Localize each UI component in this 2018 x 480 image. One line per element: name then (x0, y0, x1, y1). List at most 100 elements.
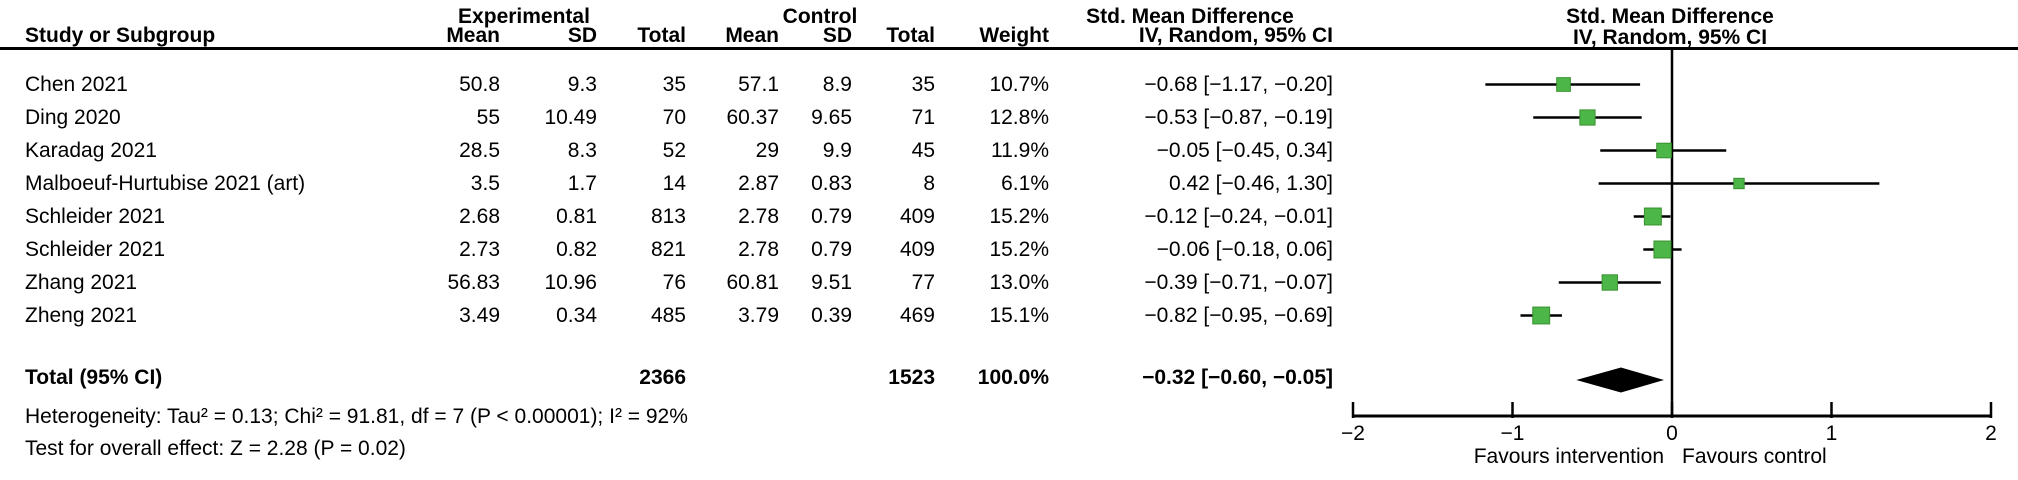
cell-c_sd: 0.83 (811, 172, 852, 195)
effect-square (1656, 142, 1672, 159)
total-diamond (1576, 367, 1665, 393)
cell-ci: −0.53 [−0.87, −0.19] (1144, 106, 1333, 129)
total-ci: −0.32 [−0.60, −0.05] (1142, 366, 1333, 389)
cell-e_sd: 0.82 (556, 238, 597, 261)
cell-weight: 15.2% (989, 205, 1049, 228)
col-group-smd-text: Std. Mean Difference (1086, 5, 1294, 28)
cell-e_mean: 2.68 (459, 205, 500, 228)
cell-e_total: 76 (662, 271, 686, 294)
total-row: Total (95% CI) 2366 1523 100.0% −0.32 [−… (0, 361, 1333, 394)
cell-weight: 15.2% (989, 238, 1049, 261)
effect-square (1601, 274, 1618, 291)
cell-ci: −0.39 [−0.71, −0.07] (1144, 271, 1333, 294)
cell-e_total: 813 (650, 205, 686, 228)
cell-e_mean: 28.5 (459, 139, 500, 162)
forest-plot: −2 −1 0 1 2 Favours intervention Favours contr… (1341, 50, 1997, 468)
study-row: Malboeuf-Hurtubise 2021 (art) 3.5 1.7 14 2.8… (0, 167, 1333, 200)
effect-square (1653, 240, 1672, 259)
effect-square (1556, 77, 1571, 92)
cell-weight: 11.9% (991, 139, 1049, 162)
col-header-ci: IV, Random, 95% CI (1138, 24, 1333, 47)
cell-e_total: 70 (662, 106, 686, 129)
total-e-sd (500, 361, 597, 394)
cell-weight: 15.1% (989, 304, 1049, 327)
cell-c_sd: 0.79 (811, 238, 852, 261)
cell-c_total: 409 (899, 205, 935, 228)
cell-e_mean: 55 (476, 106, 500, 129)
overall-effect-text: Test for overall effect: Z = 2.28 (P = 0… (25, 437, 406, 460)
cell-c_mean: 60.81 (726, 271, 779, 294)
cell-e_sd: 10.49 (544, 106, 597, 129)
col-header-e-mean: Mean (446, 24, 500, 47)
cell-e_sd: 8.3 (567, 139, 597, 162)
cell-e_mean: 56.83 (447, 271, 500, 294)
cell-e_mean: 3.5 (470, 172, 500, 195)
cell-e_sd: 9.3 (567, 73, 597, 96)
header-divider (0, 47, 2018, 50)
cell-c_total: 71 (911, 106, 935, 129)
total-c-sd (779, 361, 852, 394)
cell-c_mean: 2.87 (738, 172, 779, 195)
heterogeneity-text: Heterogeneity: Tau² = 0.13; Chi² = 91.81… (25, 405, 688, 428)
col-group-smd-plot: Std. Mean Difference (1566, 5, 1774, 28)
total-e-total: 2366 (639, 366, 686, 389)
study-row: Ding 2020 55 10.49 70 60.37 9.65 71 12.8% −0.53 … (0, 101, 1333, 134)
cell-c_sd: 0.39 (811, 304, 852, 327)
table-header-row: Study or Subgroup Mean SD Total Mean SD … (0, 23, 1333, 49)
col-group-experimental: Experimental (458, 5, 590, 28)
tick-label: 2 (1985, 422, 1997, 445)
study-row: Karadag 2021 28.5 8.3 52 29 9.9 45 11.9% −0.05 [… (0, 134, 1333, 167)
total-c-mean (686, 361, 779, 394)
effect-square (1733, 177, 1745, 190)
study-row: Schleider 2021 2.68 0.81 813 2.78 0.79 409 15.2… (0, 200, 1333, 233)
cell-ci: −0.12 [−0.24, −0.01] (1144, 205, 1333, 228)
study-row: Zhang 2021 56.83 10.96 76 60.81 9.51 77 13.0% −0… (0, 266, 1333, 299)
cell-study: Schleider 2021 (25, 205, 166, 228)
total-weight: 100.0% (977, 366, 1049, 389)
cell-weight: 13.0% (989, 271, 1049, 294)
cell-study: Schleider 2021 (25, 238, 166, 261)
cell-e_total: 35 (662, 73, 686, 96)
cell-c_sd: 9.51 (811, 271, 852, 294)
cell-c_total: 8 (923, 172, 935, 195)
col-header-c-sd: SD (822, 24, 852, 47)
tick-label: −1 (1501, 422, 1525, 445)
cell-c_total: 35 (911, 73, 935, 96)
cell-c_sd: 0.79 (811, 205, 852, 228)
effect-square (1579, 109, 1596, 126)
cell-ci: −0.68 [−1.17, −0.20] (1144, 73, 1333, 96)
cell-c_total: 45 (911, 139, 935, 162)
cell-e_sd: 1.7 (567, 172, 597, 195)
cell-ci: −0.82 [−0.95, −0.69] (1144, 304, 1333, 327)
plot-col-subtitle: IV, Random, 95% CI (1572, 26, 1768, 49)
favours-right-label: Favours control (1682, 445, 1827, 468)
cell-c_total: 469 (899, 304, 935, 327)
cell-study: Chen 2021 (25, 73, 128, 96)
cell-c_mean: 2.78 (738, 238, 779, 261)
total-e-mean (415, 361, 500, 394)
cell-e_sd: 0.34 (556, 304, 597, 327)
cell-e_total: 14 (662, 172, 686, 195)
total-label: Total (95% CI) (25, 366, 163, 389)
cell-c_mean: 29 (755, 139, 779, 162)
col-header-e-total: Total (637, 24, 686, 47)
cell-ci: −0.06 [−0.18, 0.06] (1156, 238, 1333, 261)
cell-weight: 12.8% (989, 106, 1049, 129)
cell-e_mean: 3.49 (459, 304, 500, 327)
tick-label: 1 (1826, 422, 1838, 445)
col-group-control: Control (782, 5, 858, 28)
cell-c_mean: 57.1 (738, 73, 779, 96)
tick-label: −2 (1341, 422, 1365, 445)
study-row: Schleider 2021 2.73 0.82 821 2.78 0.79 409 15.2… (0, 233, 1333, 266)
cell-study: Zheng 2021 (25, 304, 138, 327)
cell-e_mean: 50.8 (459, 73, 500, 96)
cell-e_sd: 10.96 (544, 271, 597, 294)
cell-c_mean: 3.79 (738, 304, 779, 327)
study-rows: Chen 2021 50.8 9.3 35 57.1 8.9 35 10.7% −0.68 [−… (0, 68, 1333, 332)
cell-weight: 6.1% (1001, 172, 1049, 195)
cell-study: Malboeuf-Hurtubise 2021 (art) (25, 172, 306, 195)
cell-c_total: 409 (899, 238, 935, 261)
cell-study: Zhang 2021 (25, 271, 138, 294)
cell-study: Ding 2020 (25, 106, 121, 129)
cell-e_total: 485 (650, 304, 686, 327)
